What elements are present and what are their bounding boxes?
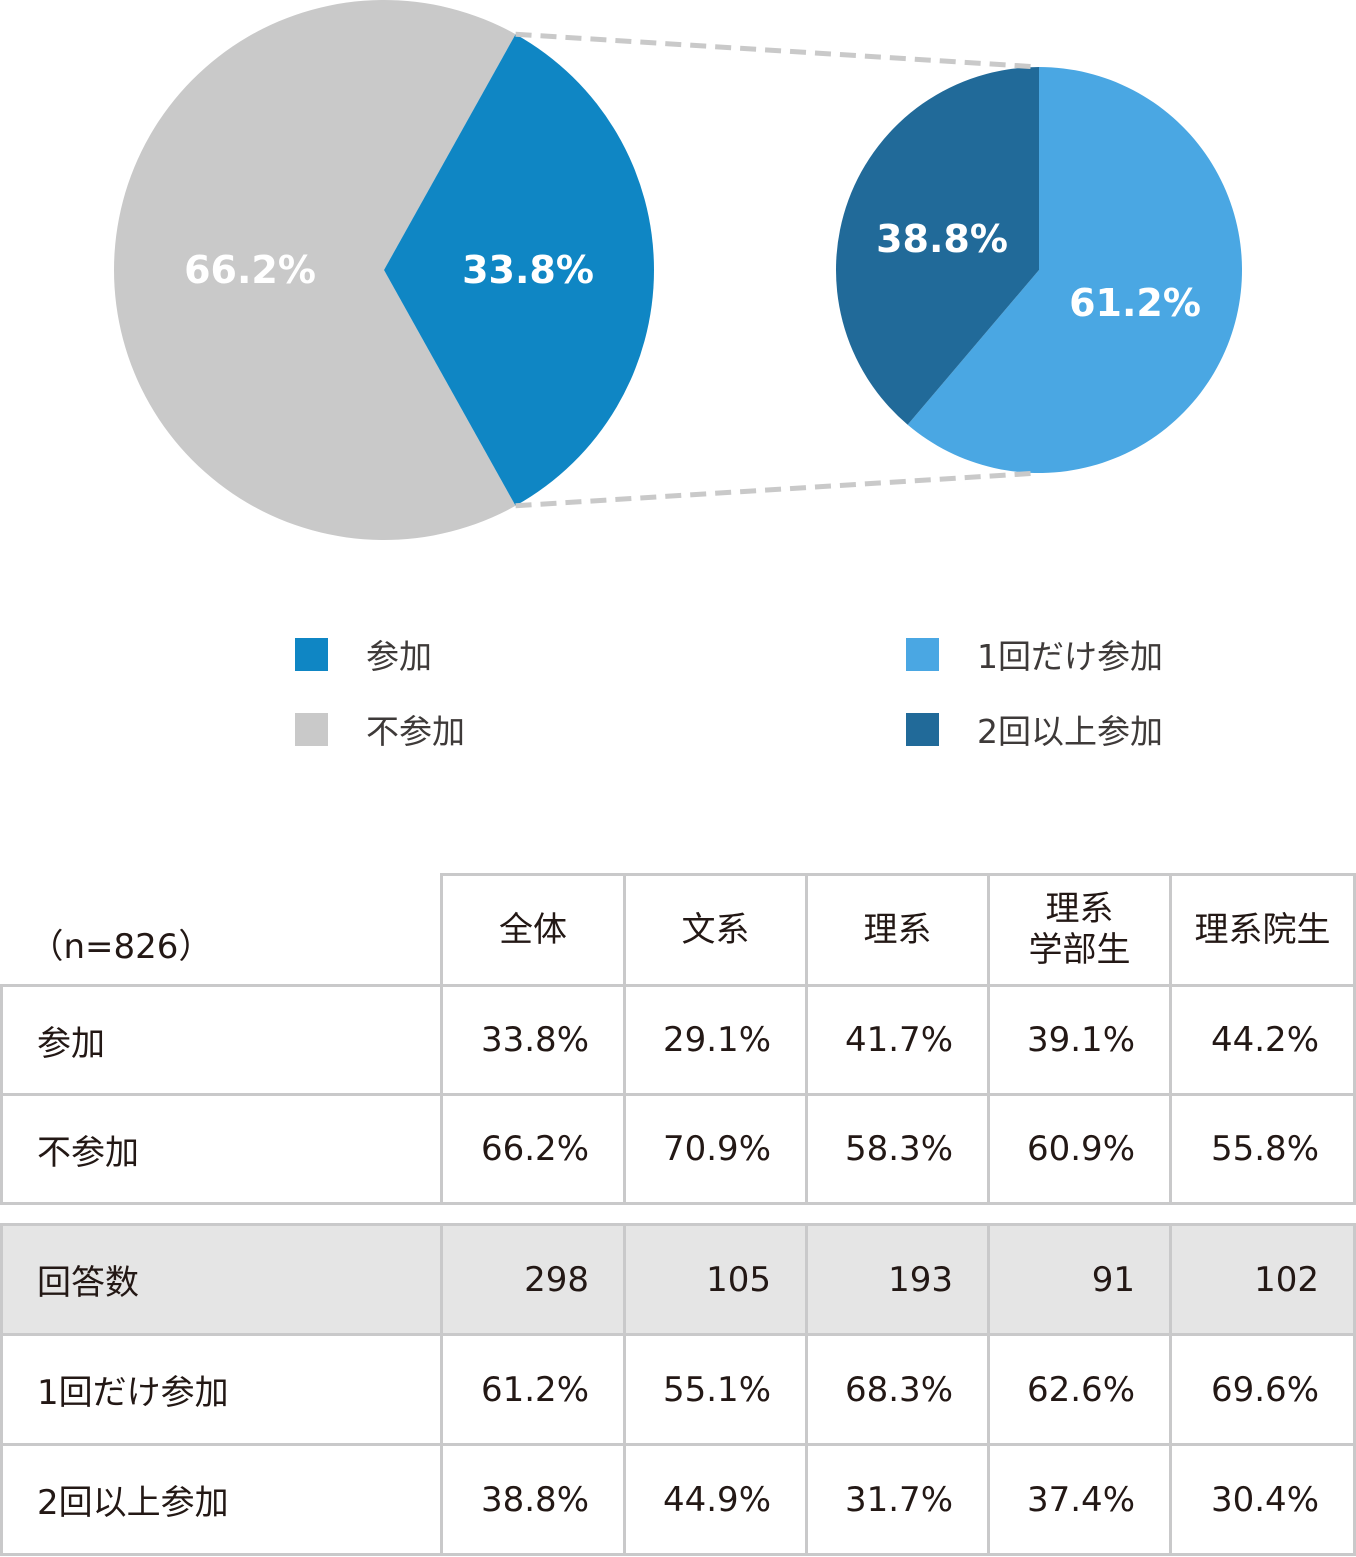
table-cell: 44.2%	[1169, 984, 1356, 1096]
pie-chart-participation-count: 61.2% 38.8%	[836, 67, 1243, 474]
column-header: 全体	[440, 873, 626, 987]
pie-slice-label: 66.2%	[184, 248, 316, 292]
pie-slice-participate	[384, 34, 654, 506]
pie-chart-participation: 33.8% 66.2%	[113, 0, 654, 540]
pie-slice-once	[907, 67, 1243, 474]
legend-label: 2回以上参加	[977, 712, 1163, 751]
table-header-row: （n=826） 全体 文系 理系 理系 学部生 理系院生	[1, 873, 1356, 987]
row-label: 参加	[0, 984, 443, 1096]
table-cell: 33.8%	[440, 984, 626, 1096]
table-cell: 58.3%	[805, 1093, 990, 1205]
legend-swatch	[295, 712, 328, 746]
legend-label: 参加	[366, 637, 432, 676]
pie-slice-label: 38.8%	[876, 217, 1008, 261]
row-label: 回答数	[0, 1223, 443, 1336]
table-cell: 193	[805, 1223, 990, 1336]
table-row: 回答数 298 105 193 91 102	[0, 1223, 1356, 1336]
sample-size-label: （n=826）	[1, 874, 443, 987]
column-header: 理系院生	[1169, 873, 1356, 987]
row-label: 1回だけ参加	[0, 1333, 443, 1446]
pie-slice-twice-or-more	[836, 67, 1039, 425]
connector-line	[515, 31, 1040, 70]
table-cell: 44.9%	[623, 1443, 808, 1556]
column-header: 理系	[805, 873, 990, 987]
table-cell: 70.9%	[623, 1093, 808, 1205]
table-cell: 60.9%	[987, 1093, 1172, 1205]
pie-slice-not-participate	[113, 0, 516, 540]
participation-table: （n=826） 全体 文系 理系 理系 学部生 理系院生 参加 33.8% 29…	[0, 873, 1356, 1205]
table-cell: 102	[1169, 1223, 1356, 1336]
table-cell: 61.2%	[440, 1333, 626, 1446]
legend-item-once: 1回だけ参加	[906, 630, 1163, 678]
legend-item-participate: 参加	[295, 630, 432, 678]
table-cell: 105	[623, 1223, 808, 1336]
column-header: 理系 学部生	[987, 873, 1172, 987]
table-cell: 68.3%	[805, 1333, 990, 1446]
table-cell: 66.2%	[440, 1093, 626, 1205]
legend-item-not-participate: 不参加	[295, 705, 465, 753]
pie-slice-label: 61.2%	[1069, 281, 1201, 325]
table-cell: 29.1%	[623, 984, 808, 1096]
table-row: 不参加 66.2% 70.9% 58.3% 60.9% 55.8%	[0, 1093, 1356, 1205]
table-cell: 69.6%	[1169, 1333, 1356, 1446]
connector-line	[515, 470, 1040, 509]
legend-swatch	[295, 637, 328, 671]
table-cell: 30.4%	[1169, 1443, 1356, 1556]
table-row: 2回以上参加 38.8% 44.9% 31.7% 37.4% 30.4%	[0, 1443, 1356, 1556]
table-cell: 41.7%	[805, 984, 990, 1096]
pie-connector-lines	[515, 31, 1040, 509]
table-cell: 31.7%	[805, 1443, 990, 1556]
pie-charts: 33.8% 66.2% 61.2% 38.8%	[113, 0, 1243, 540]
legend-label: 1回だけ参加	[977, 637, 1163, 676]
legend-swatch	[906, 637, 939, 671]
column-header: 文系	[623, 873, 808, 987]
table-cell: 39.1%	[987, 984, 1172, 1096]
table-row: 1回だけ参加 61.2% 55.1% 68.3% 62.6% 69.6%	[0, 1333, 1356, 1446]
legend-label: 不参加	[366, 712, 465, 751]
legend-swatch	[906, 712, 939, 746]
table-cell: 55.1%	[623, 1333, 808, 1446]
table-cell: 62.6%	[987, 1333, 1172, 1446]
pie-slice-label: 33.8%	[462, 248, 594, 292]
participation-count-table: 回答数 298 105 193 91 102 1回だけ参加 61.2% 55.1…	[0, 1223, 1356, 1556]
table-cell: 38.8%	[440, 1443, 626, 1556]
table-cell: 91	[987, 1223, 1172, 1336]
table-cell: 298	[440, 1223, 626, 1336]
table-cell: 55.8%	[1169, 1093, 1356, 1205]
legend-item-twice-or-more: 2回以上参加	[906, 705, 1163, 753]
table-row: 参加 33.8% 29.1% 41.7% 39.1% 44.2%	[0, 984, 1356, 1096]
table-cell: 37.4%	[987, 1443, 1172, 1556]
row-label: 2回以上参加	[0, 1443, 443, 1556]
row-label: 不参加	[0, 1093, 443, 1205]
